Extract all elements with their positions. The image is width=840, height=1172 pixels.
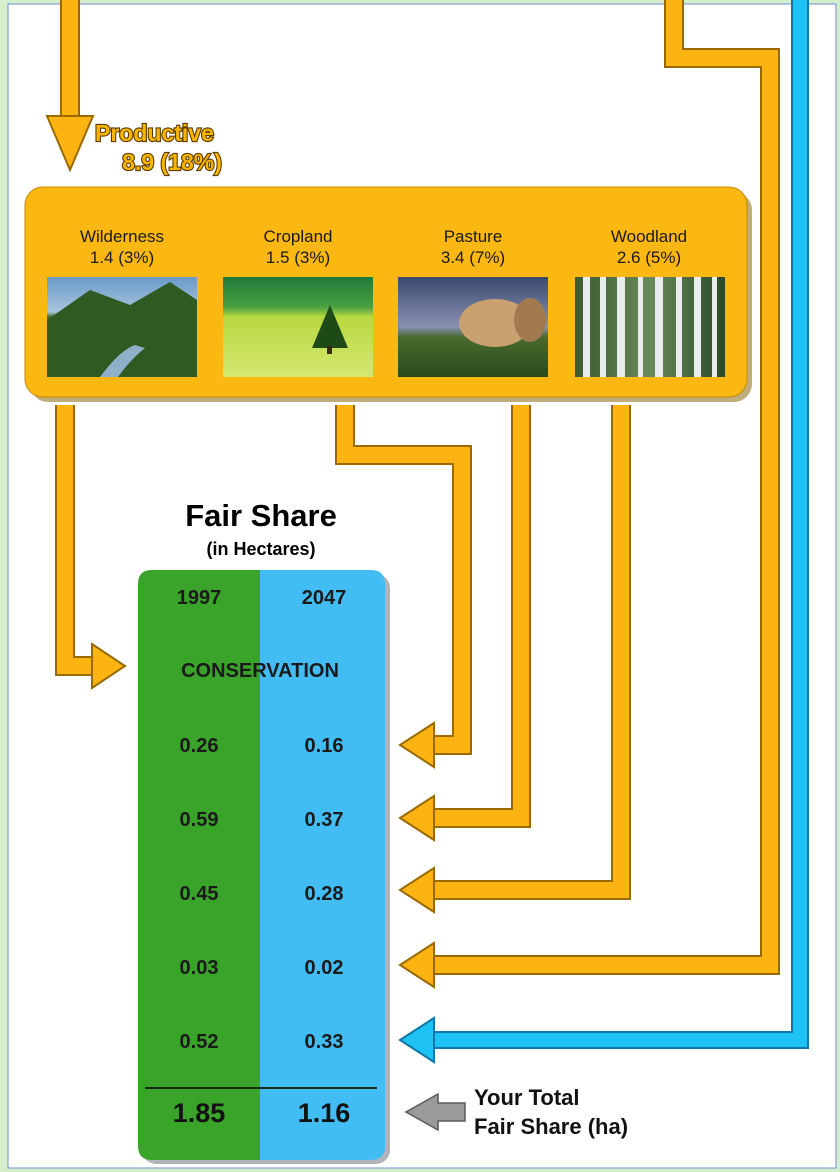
hills bbox=[47, 282, 197, 377]
productive-label: Productive bbox=[95, 120, 214, 146]
productive-box bbox=[24, 186, 748, 398]
fair-share-title: Fair Share bbox=[185, 498, 337, 533]
table-text: 1997 2047 CONSERVATION 0.26 0.16 0.59 0.37 0… bbox=[173, 587, 351, 1128]
column-header: 1997 bbox=[177, 587, 222, 609]
category-name: Woodland bbox=[611, 227, 687, 246]
category-name: Pasture bbox=[444, 227, 503, 246]
table-cell: 0.45 bbox=[180, 883, 219, 905]
total-arrow bbox=[404, 1092, 466, 1132]
animal bbox=[514, 298, 546, 342]
trunks bbox=[583, 277, 717, 377]
table-cell: 0.26 bbox=[180, 735, 219, 757]
table-cell: 0.02 bbox=[305, 957, 344, 979]
arrow-heads bbox=[45, 115, 435, 1064]
category-value: 1.5 (3%) bbox=[266, 248, 330, 267]
fair-share-subtitle: (in Hectares) bbox=[206, 539, 315, 559]
category-value: 1.4 (3%) bbox=[90, 248, 154, 267]
category-name: Cropland bbox=[264, 227, 333, 246]
column-1997 bbox=[138, 570, 260, 1160]
productive-value: 8.9 (18%) bbox=[122, 149, 222, 175]
table-total: 1.16 bbox=[298, 1098, 351, 1128]
categories: Wilderness 1.4 (3%) Cropland 1.5 (3%) Pa… bbox=[80, 227, 687, 267]
trunk bbox=[327, 346, 332, 354]
woodland-image bbox=[575, 277, 725, 377]
total-label: Fair Share (ha) bbox=[474, 1114, 628, 1139]
table-cell: 0.37 bbox=[305, 809, 344, 831]
table-cell: 0.33 bbox=[305, 1031, 344, 1053]
panel bbox=[7, 3, 837, 1169]
category-value: 3.4 (7%) bbox=[441, 248, 505, 267]
total-label: Your Total bbox=[474, 1085, 580, 1110]
section-label: CONSERVATION bbox=[181, 660, 339, 682]
flow-arrows bbox=[55, 0, 809, 1049]
table-cell: 0.52 bbox=[180, 1031, 219, 1053]
category-images bbox=[47, 277, 725, 377]
table-cell: 0.16 bbox=[305, 735, 344, 757]
category-value: 2.6 (5%) bbox=[617, 248, 681, 267]
table-cell: 0.59 bbox=[180, 809, 219, 831]
animal bbox=[459, 299, 531, 347]
river bbox=[100, 345, 145, 377]
cropland-image bbox=[223, 277, 373, 377]
table-total: 1.85 bbox=[173, 1098, 226, 1128]
column-header: 2047 bbox=[302, 587, 347, 609]
column-2047 bbox=[260, 570, 385, 1160]
tree bbox=[312, 305, 348, 348]
category-name: Wilderness bbox=[80, 227, 164, 246]
table-cell: 0.28 bbox=[305, 883, 344, 905]
table-cell: 0.03 bbox=[180, 957, 219, 979]
